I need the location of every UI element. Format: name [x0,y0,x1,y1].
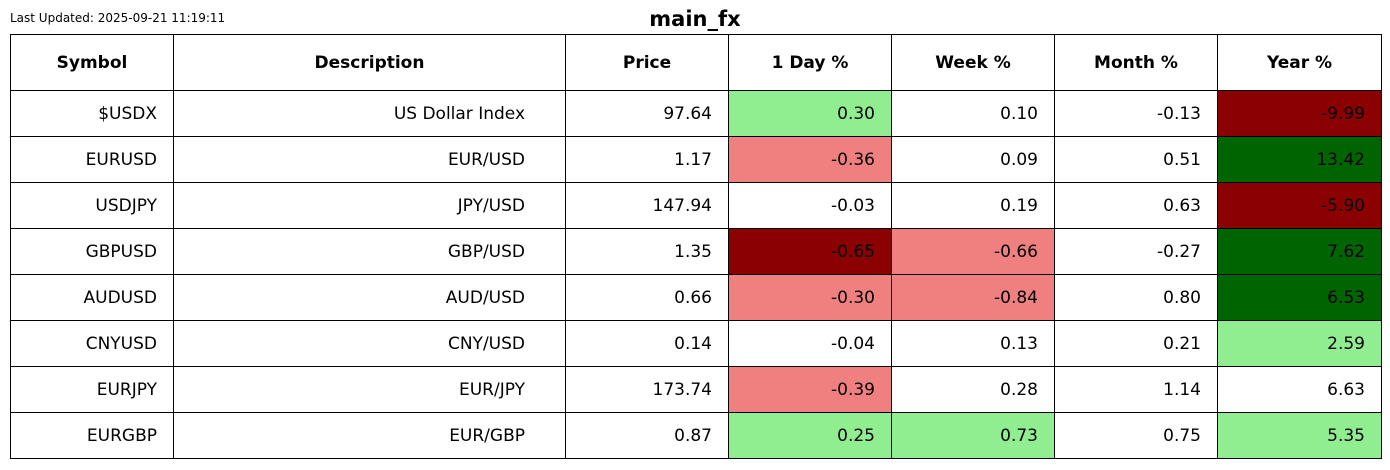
price-cell: 147.94 [565,182,729,229]
description-cell: EUR/USD [173,136,566,183]
month-pct-cell: 0.75 [1054,412,1218,459]
year-pct-cell: -5.90 [1217,182,1382,229]
week-pct-cell: 0.13 [891,320,1055,367]
price-cell: 97.64 [565,90,729,137]
table-body: $USDX US Dollar Index 97.64 0.30 0.10 -0… [10,90,1382,459]
month-pct-cell: -0.27 [1054,228,1218,275]
price-cell: 0.14 [565,320,729,367]
description-cell: CNY/USD [173,320,566,367]
symbol-cell: EURGBP [10,412,174,459]
table-row: EURJPY EUR/JPY 173.74 -0.39 0.28 1.14 6.… [10,366,1382,413]
fx-table: Symbol Description Price 1 Day % Week % … [10,34,1382,459]
column-header-year-pct: Year % [1217,34,1382,91]
column-header-price: Price [565,34,729,91]
price-cell: 1.35 [565,228,729,275]
table-row: CNYUSD CNY/USD 0.14 -0.04 0.13 0.21 2.59 [10,320,1382,367]
day-pct-cell: -0.03 [728,182,892,229]
symbol-cell: CNYUSD [10,320,174,367]
price-cell: 0.66 [565,274,729,321]
year-pct-cell: 6.53 [1217,274,1382,321]
week-pct-cell: -0.84 [891,274,1055,321]
day-pct-cell: 0.25 [728,412,892,459]
description-cell: AUD/USD [173,274,566,321]
year-pct-cell: 5.35 [1217,412,1382,459]
year-pct-cell: 6.63 [1217,366,1382,413]
table-row: GBPUSD GBP/USD 1.35 -0.65 -0.66 -0.27 7.… [10,228,1382,275]
week-pct-cell: 0.10 [891,90,1055,137]
year-pct-cell: -9.99 [1217,90,1382,137]
symbol-cell: $USDX [10,90,174,137]
symbol-cell: EURUSD [10,136,174,183]
column-header-week-pct: Week % [891,34,1055,91]
last-updated-timestamp: Last Updated: 2025-09-21 11:19:11 [10,11,226,25]
header-row: Symbol Description Price 1 Day % Week % … [10,34,1382,91]
day-pct-cell: -0.04 [728,320,892,367]
column-header-month-pct: Month % [1054,34,1218,91]
table-row: $USDX US Dollar Index 97.64 0.30 0.10 -0… [10,90,1382,137]
week-pct-cell: 0.19 [891,182,1055,229]
month-pct-cell: 0.51 [1054,136,1218,183]
day-pct-cell: -0.39 [728,366,892,413]
column-header-symbol: Symbol [10,34,174,91]
week-pct-cell: 0.73 [891,412,1055,459]
day-pct-cell: -0.30 [728,274,892,321]
week-pct-cell: -0.66 [891,228,1055,275]
description-cell: GBP/USD [173,228,566,275]
day-pct-cell: -0.65 [728,228,892,275]
table-header: Symbol Description Price 1 Day % Week % … [10,34,1382,91]
table-row: AUDUSD AUD/USD 0.66 -0.30 -0.84 0.80 6.5… [10,274,1382,321]
month-pct-cell: 0.63 [1054,182,1218,229]
description-cell: JPY/USD [173,182,566,229]
day-pct-cell: 0.30 [728,90,892,137]
price-cell: 1.17 [565,136,729,183]
year-pct-cell: 7.62 [1217,228,1382,275]
description-cell: EUR/JPY [173,366,566,413]
table-row: EURGBP EUR/GBP 0.87 0.25 0.73 0.75 5.35 [10,412,1382,459]
year-pct-cell: 13.42 [1217,136,1382,183]
week-pct-cell: 0.28 [891,366,1055,413]
day-pct-cell: -0.36 [728,136,892,183]
symbol-cell: GBPUSD [10,228,174,275]
page-title: main_fx [649,7,741,31]
price-cell: 173.74 [565,366,729,413]
month-pct-cell: 1.14 [1054,366,1218,413]
description-cell: EUR/GBP [173,412,566,459]
month-pct-cell: 0.80 [1054,274,1218,321]
column-header-1-day-pct: 1 Day % [728,34,892,91]
month-pct-cell: -0.13 [1054,90,1218,137]
year-pct-cell: 2.59 [1217,320,1382,367]
symbol-cell: AUDUSD [10,274,174,321]
table-row: EURUSD EUR/USD 1.17 -0.36 0.09 0.51 13.4… [10,136,1382,183]
symbol-cell: EURJPY [10,366,174,413]
price-cell: 0.87 [565,412,729,459]
week-pct-cell: 0.09 [891,136,1055,183]
column-header-description: Description [173,34,566,91]
month-pct-cell: 0.21 [1054,320,1218,367]
description-cell: US Dollar Index [173,90,566,137]
table-row: USDJPY JPY/USD 147.94 -0.03 0.19 0.63 -5… [10,182,1382,229]
symbol-cell: USDJPY [10,182,174,229]
